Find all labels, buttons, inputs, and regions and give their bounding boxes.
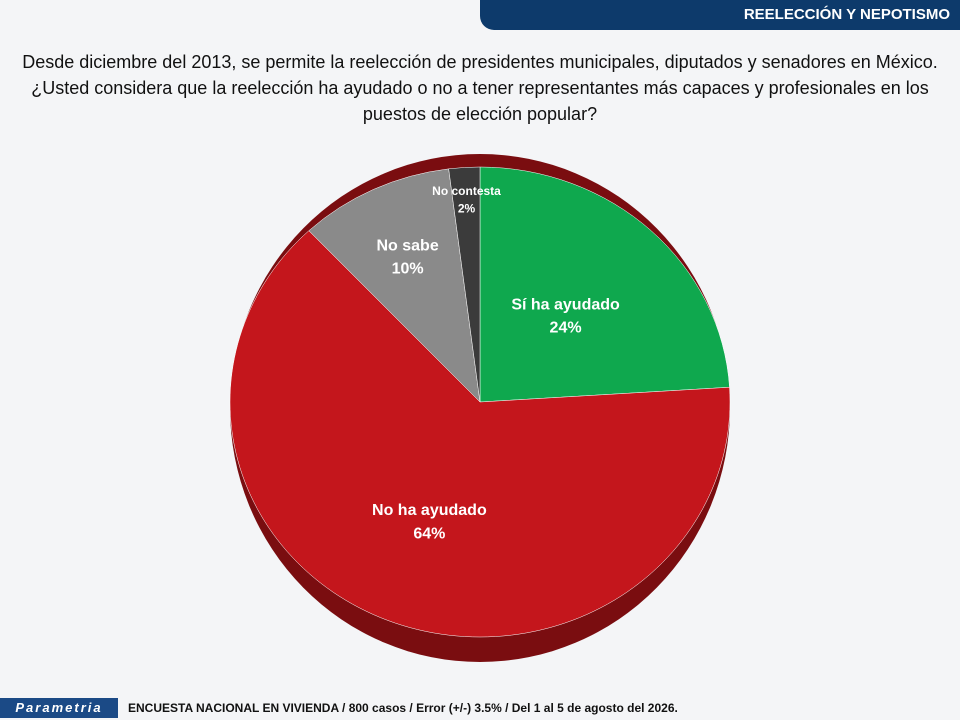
slice-label: No ha ayudado (372, 502, 487, 519)
logo: Parametria (0, 698, 118, 718)
pie-slice (479, 166, 730, 403)
slice-label: Sí ha ayudado (511, 296, 620, 313)
pie-slice (308, 168, 481, 403)
footer-note: ENCUESTA NACIONAL EN VIVIENDA / 800 caso… (128, 701, 678, 715)
pie-slice (229, 230, 731, 638)
slice-value: 10% (392, 261, 424, 278)
pie-slice (448, 166, 481, 403)
slice-label: No sabe (376, 237, 438, 254)
slice-value: 2% (458, 201, 476, 215)
slice-value: 24% (550, 320, 582, 337)
slice-value: 64% (413, 525, 445, 542)
slice-label: No contesta (432, 184, 501, 198)
section-header: REELECCIÓN Y NEPOTISMO (480, 0, 960, 30)
chart-title: Desde diciembre del 2013, se permite la … (22, 52, 938, 124)
